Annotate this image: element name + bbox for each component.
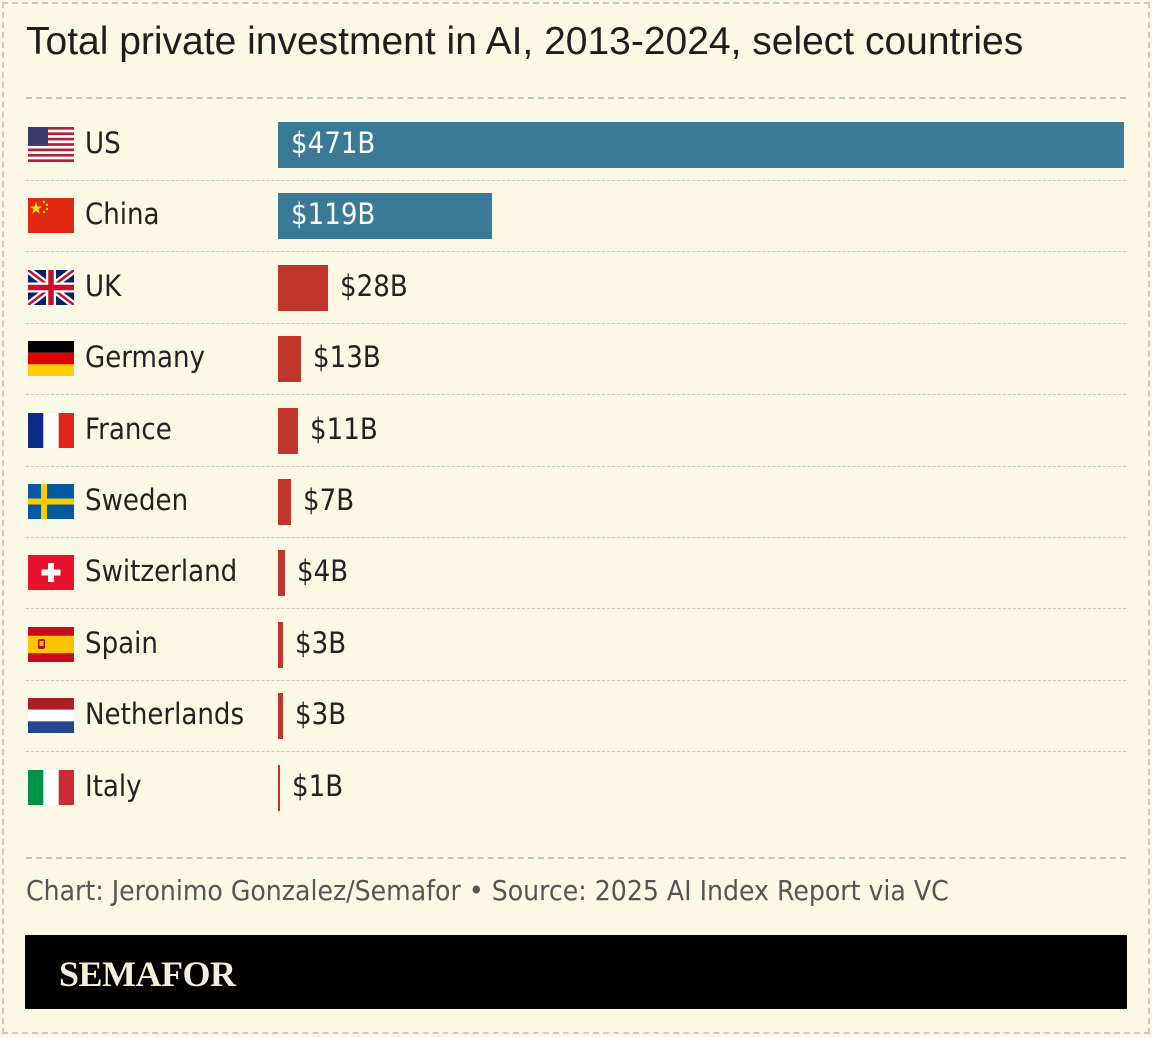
category-label: France — [85, 411, 172, 446]
bar-row: Sweden $7B — [26, 467, 1126, 538]
row-divider — [26, 537, 1126, 538]
row-divider — [26, 751, 1126, 753]
category-label: Spain — [85, 625, 158, 660]
china-flag-icon — [28, 198, 74, 234]
category-label: Netherlands — [85, 697, 245, 732]
data-label: $119B — [291, 197, 376, 232]
bar — [278, 621, 284, 668]
bar — [278, 336, 302, 383]
source-divider — [26, 857, 1126, 859]
bar-row: Italy $1B — [26, 753, 1126, 824]
bar-row: France $11B — [26, 396, 1126, 467]
bar — [278, 193, 492, 240]
bar — [278, 122, 1124, 168]
data-label: $3B — [295, 697, 347, 732]
category-label: US — [85, 126, 121, 160]
title-divider — [26, 97, 1126, 99]
bar-row: China $119B — [26, 181, 1126, 253]
uk-flag-icon — [28, 269, 74, 305]
data-label: $11B — [309, 411, 378, 446]
us-flag-icon — [28, 127, 74, 162]
bar-row: Switzerland $4B — [26, 538, 1126, 610]
bar-row: Netherlands $3B — [26, 681, 1126, 753]
footer-bar: SEMAFOR — [25, 935, 1127, 1009]
data-label: $471B — [291, 126, 376, 160]
row-divider — [26, 180, 1126, 181]
bar-row: Spain $3B — [26, 610, 1126, 681]
row-divider — [26, 394, 1126, 396]
data-label: $28B — [340, 268, 409, 303]
italy-flag-icon — [28, 769, 74, 805]
bar — [278, 264, 329, 311]
row-divider — [26, 608, 1126, 610]
bar — [278, 479, 291, 525]
bar — [278, 693, 284, 740]
category-label: Sweden — [85, 483, 189, 517]
row-divider — [26, 465, 1126, 467]
semafor-logo: SEMAFOR — [59, 954, 236, 994]
category-label: Italy — [85, 768, 142, 803]
spain-flag-icon — [28, 626, 74, 662]
row-divider — [26, 322, 1126, 324]
bar-row: US $471B — [26, 110, 1126, 181]
category-label: Switzerland — [85, 554, 238, 589]
bar — [278, 407, 298, 454]
category-label: Germany — [85, 340, 205, 375]
bar-row: UK $28B — [26, 253, 1126, 324]
category-label: China — [85, 197, 160, 232]
data-label: $4B — [297, 554, 349, 589]
bar — [278, 550, 286, 597]
sweden-flag-icon — [28, 484, 74, 519]
row-divider — [26, 251, 1126, 253]
bar — [278, 764, 280, 811]
source-note: Chart: Jeronimo Gonzalez/Semafor • Sourc… — [26, 874, 949, 907]
france-flag-icon — [28, 412, 74, 448]
netherlands-flag-icon — [28, 698, 74, 734]
row-divider — [26, 679, 1126, 681]
bar-row: Germany $13B — [26, 324, 1126, 396]
switzerland-flag-icon — [28, 555, 74, 591]
category-label: UK — [85, 268, 122, 303]
chart-title: Total private investment in AI, 2013-202… — [26, 20, 1024, 63]
germany-flag-icon — [28, 341, 74, 377]
data-label: $7B — [302, 483, 354, 517]
data-label: $3B — [295, 625, 347, 660]
data-label: $13B — [313, 340, 382, 375]
data-label: $1B — [292, 768, 344, 803]
